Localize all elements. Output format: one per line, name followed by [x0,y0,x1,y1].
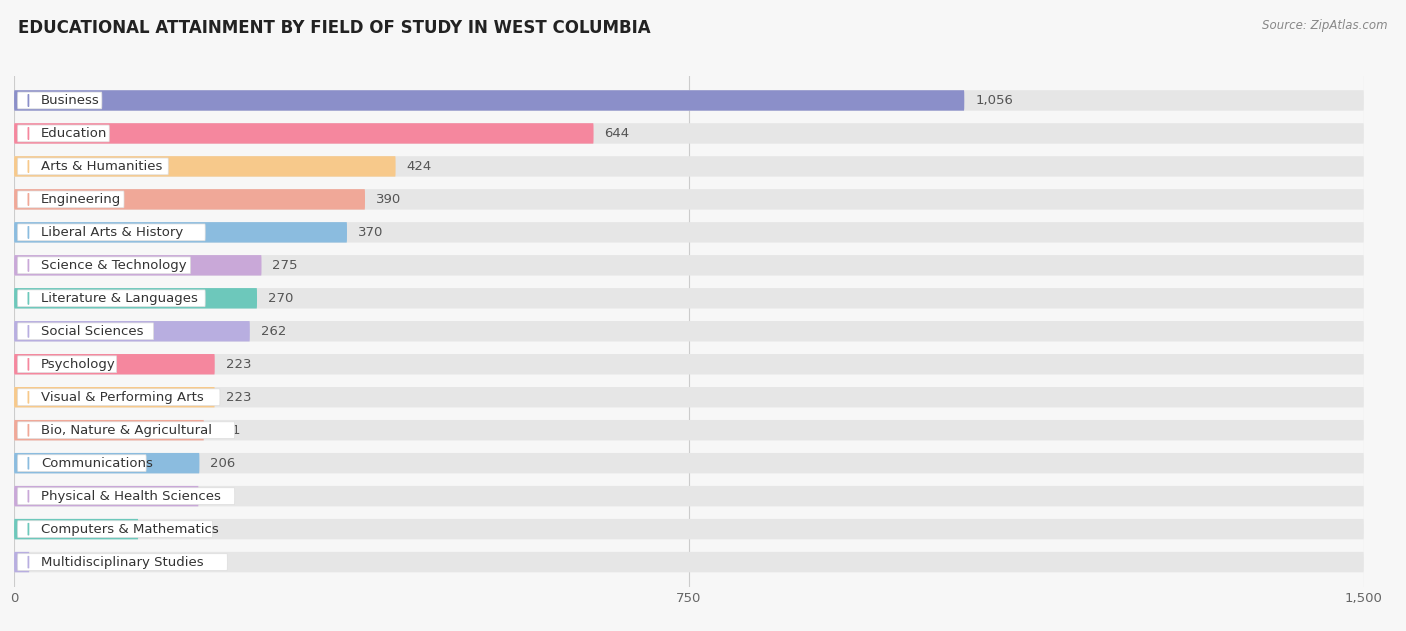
Text: Education: Education [41,127,107,140]
FancyBboxPatch shape [14,453,1364,473]
FancyBboxPatch shape [18,455,146,471]
Text: EDUCATIONAL ATTAINMENT BY FIELD OF STUDY IN WEST COLUMBIA: EDUCATIONAL ATTAINMENT BY FIELD OF STUDY… [18,19,651,37]
Text: Arts & Humanities: Arts & Humanities [41,160,163,173]
Text: Bio, Nature & Agricultural: Bio, Nature & Agricultural [41,423,212,437]
Text: Business: Business [41,94,100,107]
FancyBboxPatch shape [14,255,262,276]
Text: 138: 138 [149,522,174,536]
FancyBboxPatch shape [14,354,1364,374]
FancyBboxPatch shape [14,288,257,309]
Text: Science & Technology: Science & Technology [41,259,187,272]
Text: 17: 17 [41,556,58,569]
FancyBboxPatch shape [14,519,138,540]
FancyBboxPatch shape [14,354,215,374]
Text: Communications: Communications [41,457,153,469]
FancyBboxPatch shape [14,90,1364,110]
FancyBboxPatch shape [18,554,228,570]
FancyBboxPatch shape [14,222,1364,242]
Text: 223: 223 [225,358,252,371]
FancyBboxPatch shape [14,552,30,572]
FancyBboxPatch shape [14,123,1364,144]
Text: Source: ZipAtlas.com: Source: ZipAtlas.com [1263,19,1388,32]
FancyBboxPatch shape [14,321,250,341]
Text: 206: 206 [211,457,235,469]
FancyBboxPatch shape [14,90,965,110]
FancyBboxPatch shape [14,123,593,144]
FancyBboxPatch shape [14,189,1364,209]
Text: 262: 262 [260,325,285,338]
FancyBboxPatch shape [18,290,205,307]
Text: Multidisciplinary Studies: Multidisciplinary Studies [41,556,204,569]
FancyBboxPatch shape [14,255,1364,276]
FancyBboxPatch shape [14,321,1364,341]
FancyBboxPatch shape [18,323,153,339]
Text: Social Sciences: Social Sciences [41,325,143,338]
Text: 205: 205 [209,490,235,503]
Text: 211: 211 [215,423,240,437]
Text: Physical & Health Sciences: Physical & Health Sciences [41,490,221,503]
Text: Literature & Languages: Literature & Languages [41,292,198,305]
FancyBboxPatch shape [14,486,198,506]
Text: 275: 275 [273,259,298,272]
Text: Psychology: Psychology [41,358,115,371]
FancyBboxPatch shape [14,387,1364,408]
FancyBboxPatch shape [18,224,205,241]
FancyBboxPatch shape [18,521,212,538]
Text: 390: 390 [375,193,401,206]
Text: 370: 370 [357,226,384,239]
FancyBboxPatch shape [18,92,101,109]
FancyBboxPatch shape [14,387,215,408]
Text: 1,056: 1,056 [976,94,1012,107]
Text: Computers & Mathematics: Computers & Mathematics [41,522,219,536]
FancyBboxPatch shape [18,488,235,505]
FancyBboxPatch shape [18,158,169,175]
FancyBboxPatch shape [18,125,110,142]
Text: Engineering: Engineering [41,193,121,206]
FancyBboxPatch shape [14,189,366,209]
FancyBboxPatch shape [14,519,1364,540]
FancyBboxPatch shape [14,288,1364,309]
FancyBboxPatch shape [18,422,235,439]
Text: Visual & Performing Arts: Visual & Performing Arts [41,391,204,404]
FancyBboxPatch shape [18,356,117,373]
FancyBboxPatch shape [18,257,190,274]
FancyBboxPatch shape [14,156,395,177]
Text: Liberal Arts & History: Liberal Arts & History [41,226,183,239]
Text: 223: 223 [225,391,252,404]
Text: 644: 644 [605,127,630,140]
Text: 424: 424 [406,160,432,173]
FancyBboxPatch shape [14,222,347,242]
FancyBboxPatch shape [14,453,200,473]
FancyBboxPatch shape [18,389,219,406]
Text: 270: 270 [267,292,294,305]
FancyBboxPatch shape [14,486,1364,506]
FancyBboxPatch shape [18,191,124,208]
FancyBboxPatch shape [14,156,1364,177]
FancyBboxPatch shape [14,420,204,440]
FancyBboxPatch shape [14,420,1364,440]
FancyBboxPatch shape [14,552,1364,572]
